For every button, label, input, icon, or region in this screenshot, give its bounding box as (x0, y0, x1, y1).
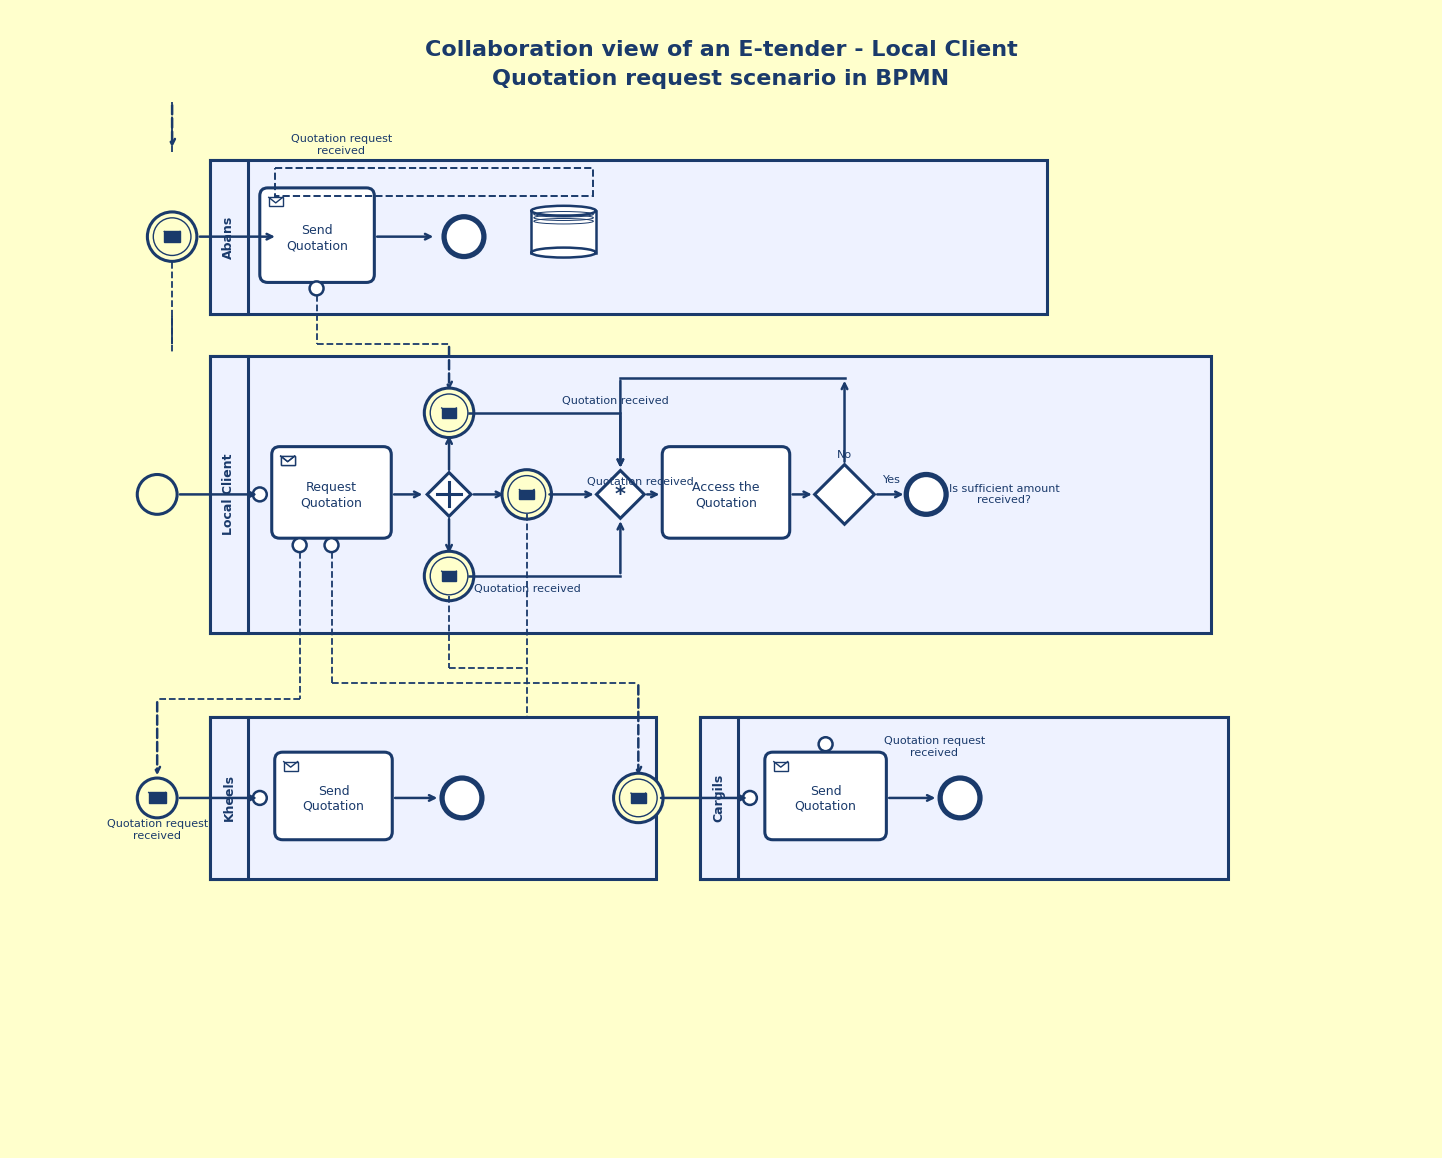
Ellipse shape (430, 394, 467, 432)
Bar (164, 232, 180, 242)
Circle shape (310, 281, 323, 295)
Text: Local Client: Local Client (222, 454, 235, 535)
Text: Quotation request scenario in BPMN: Quotation request scenario in BPMN (492, 69, 950, 89)
Text: Cargils: Cargils (712, 774, 725, 822)
Text: Abans: Abans (222, 215, 235, 258)
FancyBboxPatch shape (275, 753, 392, 840)
Text: Collaboration view of an E-tender - Local Client: Collaboration view of an E-tender - Loca… (424, 39, 1018, 59)
Circle shape (137, 475, 177, 514)
Bar (281, 456, 294, 466)
Text: Quotation request
received: Quotation request received (291, 134, 392, 156)
Text: Quotation received: Quotation received (562, 396, 669, 405)
Circle shape (444, 217, 485, 257)
Ellipse shape (430, 557, 467, 595)
FancyBboxPatch shape (662, 447, 790, 538)
Polygon shape (427, 472, 472, 516)
Text: No: No (836, 449, 852, 460)
Bar (284, 762, 297, 770)
Bar (519, 490, 534, 499)
Bar (211, 717, 656, 879)
Text: Access the
Quotation: Access the Quotation (692, 482, 760, 510)
Ellipse shape (620, 779, 658, 816)
Bar (275, 168, 594, 196)
FancyBboxPatch shape (260, 188, 375, 283)
Text: Quotation received: Quotation received (587, 477, 694, 488)
Bar (211, 160, 248, 314)
Text: Kheels: Kheels (222, 775, 235, 821)
Bar (774, 762, 787, 770)
Ellipse shape (424, 388, 474, 438)
Polygon shape (815, 464, 874, 525)
Ellipse shape (614, 774, 663, 822)
Text: Yes: Yes (884, 476, 901, 485)
Bar (211, 160, 1047, 314)
Bar (441, 408, 457, 418)
Bar (441, 571, 457, 581)
FancyBboxPatch shape (764, 753, 887, 840)
Circle shape (443, 778, 482, 818)
Text: Send
Quotation: Send Quotation (795, 785, 857, 813)
Text: Send
Quotation: Send Quotation (303, 785, 365, 813)
Circle shape (252, 791, 267, 805)
Circle shape (940, 778, 981, 818)
Ellipse shape (153, 218, 190, 256)
Circle shape (137, 778, 177, 818)
Ellipse shape (424, 551, 474, 601)
Text: Quotation request
received: Quotation request received (884, 736, 985, 758)
Bar (211, 356, 248, 632)
Text: *: * (614, 485, 626, 505)
Bar (211, 356, 1211, 632)
Text: Request
Quotation: Request Quotation (300, 482, 362, 510)
Polygon shape (597, 470, 645, 519)
Circle shape (252, 488, 267, 501)
Ellipse shape (502, 470, 551, 519)
Bar (281, 456, 294, 466)
Ellipse shape (531, 248, 596, 257)
Bar (699, 717, 1229, 879)
FancyBboxPatch shape (271, 447, 391, 538)
Circle shape (743, 791, 757, 805)
Text: Quotation received: Quotation received (474, 584, 581, 594)
Text: Is sufficient amount
received?: Is sufficient amount received? (949, 484, 1060, 505)
Text: Send
Quotation: Send Quotation (286, 225, 348, 252)
Text: Quotation request
received: Quotation request received (107, 819, 208, 841)
Circle shape (324, 538, 339, 552)
Circle shape (906, 475, 946, 514)
Bar (531, 211, 596, 252)
Bar (268, 197, 283, 206)
Bar (699, 717, 738, 879)
Bar (632, 793, 646, 802)
Bar (211, 717, 248, 879)
Ellipse shape (531, 206, 596, 215)
Ellipse shape (508, 476, 545, 513)
Circle shape (293, 538, 307, 552)
Circle shape (819, 738, 832, 752)
Bar (149, 792, 166, 804)
Ellipse shape (147, 212, 198, 262)
